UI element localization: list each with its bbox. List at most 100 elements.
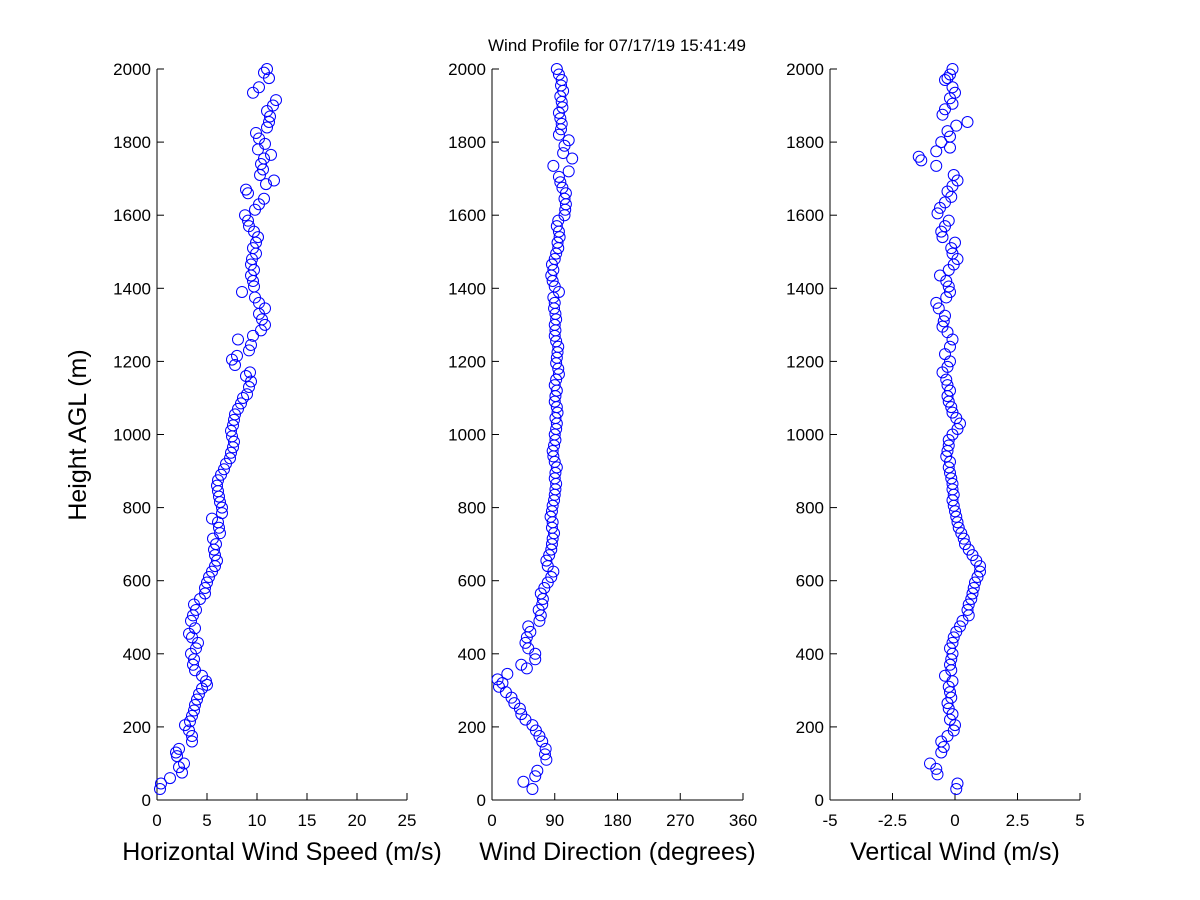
data-point <box>562 165 575 178</box>
data-point <box>178 757 190 770</box>
data-point <box>944 642 956 655</box>
data-point <box>949 236 961 249</box>
subplot-2: 0 200 400 600 800 1000 1200 1400 1600 1800 2000 0 90… <box>448 60 757 866</box>
data-point <box>944 285 956 298</box>
data-point <box>552 340 565 353</box>
data-point <box>218 463 230 476</box>
data-point <box>935 136 948 149</box>
x-tick-label: 180 <box>603 811 631 830</box>
y-tick-label: 1400 <box>448 279 486 298</box>
data-point <box>244 366 256 379</box>
x-tick-label: -5 <box>822 811 837 830</box>
data-point <box>947 724 960 737</box>
y-tick-label: 600 <box>458 572 486 591</box>
data-point <box>946 97 959 110</box>
data-point <box>967 582 980 595</box>
data-point <box>261 121 273 134</box>
data-point <box>952 521 965 534</box>
data-point <box>949 86 961 99</box>
subplot-3: 0 200 400 600 800 1000 1200 1400 1600 1800 2000 -5 -… <box>786 60 1085 866</box>
data-point <box>543 549 556 562</box>
data-point <box>539 742 552 755</box>
data-point <box>240 183 252 196</box>
data-point <box>945 401 958 414</box>
y-tick-label: 1000 <box>113 426 151 445</box>
y-tick-label: 600 <box>796 572 824 591</box>
x-axis-label: Horizontal Wind Speed (m/s) <box>122 838 442 866</box>
data-point <box>508 697 521 710</box>
data-point <box>260 178 272 191</box>
data-point <box>551 406 564 419</box>
data-point <box>944 384 956 397</box>
x-tick-label: 360 <box>729 811 757 830</box>
data-point <box>951 516 964 529</box>
data-point <box>946 81 959 94</box>
data-point <box>947 631 960 644</box>
data-point <box>941 125 954 138</box>
data-point <box>946 333 959 346</box>
y-tick-label: 400 <box>123 645 151 664</box>
data-point <box>974 565 986 578</box>
data-point <box>245 258 257 271</box>
data-point <box>245 338 257 351</box>
data-point <box>540 554 553 567</box>
data-point <box>931 207 944 220</box>
data-point <box>186 730 198 743</box>
data-point <box>937 741 950 754</box>
data-point <box>552 128 565 141</box>
data-point <box>969 576 981 589</box>
data-point <box>199 582 211 595</box>
data-point <box>237 391 249 404</box>
data-point <box>232 402 244 415</box>
data-point <box>258 66 270 79</box>
data-point <box>552 368 565 381</box>
data-point <box>211 554 223 567</box>
data-point <box>164 772 176 785</box>
data-point <box>950 510 963 523</box>
data-point <box>932 302 945 315</box>
y-tick-label: 1200 <box>113 352 151 371</box>
data-point <box>265 148 277 161</box>
data-point <box>550 63 563 75</box>
data-point <box>930 159 943 172</box>
data-point <box>955 527 968 540</box>
data-point <box>545 571 558 584</box>
data-point <box>552 68 565 81</box>
data-point <box>944 340 956 353</box>
data-point <box>253 81 265 94</box>
data-series <box>912 63 986 796</box>
y-tick-label: 2000 <box>786 60 824 79</box>
data-point <box>189 622 201 635</box>
x-axis-label: Vertical Wind (m/s) <box>850 838 1060 866</box>
data-point <box>190 603 202 616</box>
data-point <box>934 269 946 282</box>
data-point <box>261 63 273 75</box>
data-point <box>941 360 954 373</box>
data-point <box>939 348 951 361</box>
data-point <box>942 461 955 474</box>
data-point <box>546 444 559 457</box>
data-point <box>945 691 958 704</box>
x-tick-label: 270 <box>666 811 694 830</box>
data-point <box>231 349 243 362</box>
data-point <box>966 587 979 600</box>
data-point <box>212 474 224 487</box>
y-tick-label: 200 <box>458 718 486 737</box>
data-point <box>548 379 561 392</box>
data-point <box>255 158 267 171</box>
data-point <box>252 143 264 156</box>
x-tick-label: 0 <box>950 811 959 830</box>
data-point <box>228 413 240 426</box>
y-tick-label: 600 <box>123 572 151 591</box>
data-point <box>946 636 959 649</box>
y-tick-label: 800 <box>796 499 824 518</box>
data-point <box>256 313 268 326</box>
data-point <box>940 373 953 386</box>
data-point <box>545 258 558 271</box>
data-point <box>555 73 568 86</box>
data-point <box>961 603 974 616</box>
data-point <box>186 735 198 748</box>
data-point <box>155 777 167 790</box>
y-axis-label: Height AGL (m) <box>64 349 92 520</box>
